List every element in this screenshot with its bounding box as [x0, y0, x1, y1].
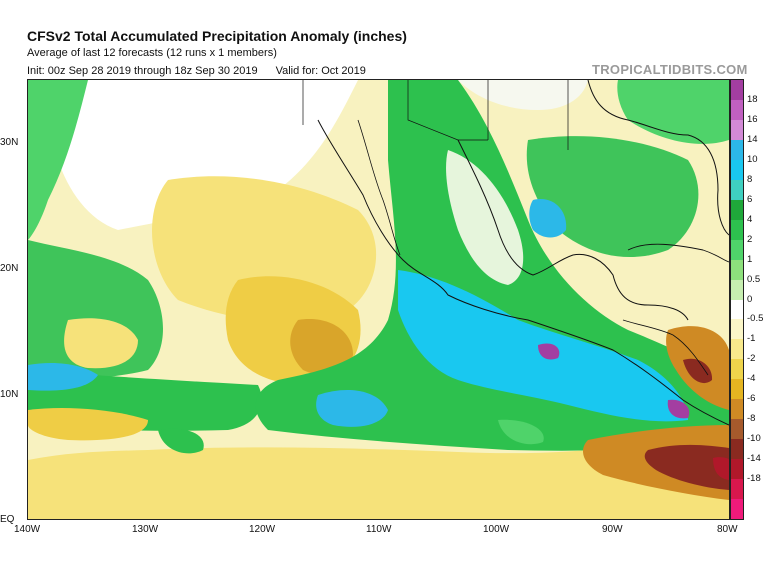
- colorbar-tick-label: 18: [747, 93, 758, 105]
- colorbar-swatch: [731, 419, 743, 440]
- heavy-wet-anomaly-region: [529, 199, 567, 238]
- colorbar-swatch: [731, 399, 743, 420]
- colorbar-tick-label: -4: [747, 373, 756, 385]
- map-subtitle: Average of last 12 forecasts (12 runs x …: [27, 47, 277, 59]
- colorbar-tick-label: -2: [747, 353, 756, 365]
- colorbar-swatch: [731, 359, 743, 380]
- colorbar-swatch: [731, 219, 743, 241]
- colorbar-swatch: [731, 119, 743, 141]
- wet-anomaly-region: [498, 419, 544, 445]
- heavy-wet-anomaly-region: [28, 363, 98, 391]
- colorbar-swatch: [731, 319, 743, 340]
- wet-anomaly-region: [526, 136, 699, 258]
- colorbar-swatch: [731, 80, 743, 101]
- colorbar-swatch: [731, 159, 743, 181]
- colorbar-tick-label: 14: [747, 133, 758, 145]
- colorbar-tick-label: -10: [747, 433, 761, 445]
- wet-anomaly-region: [28, 80, 88, 240]
- neutral-anomaly-region: [446, 150, 524, 285]
- colorbar-tick-label: -1: [747, 333, 756, 345]
- state-borders: [302, 80, 569, 150]
- colorbar-tick-label: 2: [747, 233, 753, 245]
- dry-anomaly-region: [28, 430, 729, 519]
- colorbar-tick-label: -6: [747, 393, 756, 405]
- dry-anomaly-region: [290, 319, 353, 375]
- cuba-coastline: [627, 243, 729, 263]
- colorbar-swatch: [731, 239, 743, 261]
- lon-label-110w: 110W: [366, 524, 392, 535]
- lat-label-30n: 30N: [0, 137, 19, 148]
- colorbar-swatch: [731, 299, 743, 320]
- neutral-anomaly-region: [458, 80, 588, 110]
- colorbar-tick-label: 8: [747, 173, 753, 185]
- colorbar-tick-label: -14: [747, 453, 761, 465]
- colorbar-tick-label: 1: [747, 253, 753, 265]
- heavy-wet-anomaly-region: [316, 390, 388, 427]
- lon-label-130w: 130W: [132, 524, 159, 535]
- colorbar-swatch: [731, 259, 743, 281]
- baja-california-coastline: [357, 119, 401, 256]
- lat-label-eq: EQ: [0, 514, 15, 525]
- dry-anomaly-region: [151, 176, 377, 321]
- colorbar-swatch: [731, 499, 743, 520]
- extreme-dry-anomaly-region: [713, 457, 729, 480]
- lon-label-100w: 100W: [483, 524, 510, 535]
- colorbar-swatch: [731, 279, 743, 300]
- gulf-of-mexico-coastline: [457, 139, 689, 321]
- us-gulf-coastline: [587, 80, 729, 236]
- pacific-coastline: [317, 119, 729, 426]
- dry-anomaly-region: [28, 408, 148, 441]
- colorbar-swatch: [731, 139, 743, 161]
- lon-label-120w: 120W: [249, 524, 276, 535]
- very-dry-anomaly-region: [644, 444, 729, 490]
- precipitation-anomaly-map: [27, 79, 730, 520]
- colorbar-swatch: [731, 439, 743, 460]
- colorbar-tick-label: 16: [747, 113, 758, 125]
- lon-label-140w: 140W: [14, 524, 41, 535]
- colorbar-tick-label: 10: [747, 153, 758, 165]
- colorbar-swatch: [731, 479, 743, 500]
- source-watermark[interactable]: TROPICALTIDBITS.COM: [592, 62, 748, 77]
- colorbar-tick-label: 0.5: [747, 273, 761, 285]
- colorbar-swatch: [731, 339, 743, 360]
- very-dry-anomaly-region: [683, 358, 713, 384]
- wet-anomaly-region: [617, 80, 729, 144]
- colorbar-tick-label: -0.5: [747, 313, 764, 325]
- central-america-coastline: [622, 319, 709, 376]
- colorbar-swatch: [731, 379, 743, 400]
- init-time: Init: 00z Sep 28 2019 through 18z Sep 30…: [27, 65, 258, 77]
- colorbar-tick-label: 6: [747, 193, 753, 205]
- lon-label-90w: 90W: [602, 524, 623, 535]
- colorbar-swatch: [731, 99, 743, 121]
- lat-label-10n: 10N: [0, 389, 19, 400]
- map-canvas: [28, 80, 729, 519]
- lat-label-20n: 20N: [0, 263, 19, 274]
- extreme-wet-anomaly-point: [667, 399, 690, 419]
- colorbar-tick-label: -18: [747, 473, 761, 485]
- valid-time: Valid for: Oct 2019: [275, 65, 366, 77]
- dry-anomaly-region: [64, 318, 138, 369]
- map-run-info: Init: 00z Sep 28 2019 through 18z Sep 30…: [27, 65, 384, 77]
- colorbar-tick-label: 4: [747, 213, 753, 225]
- neutral-anomaly-region: [58, 80, 358, 230]
- map-title: CFSv2 Total Accumulated Precipitation An…: [27, 28, 407, 44]
- lon-label-80w: 80W: [717, 524, 738, 535]
- colorbar-swatch: [731, 459, 743, 480]
- wet-anomaly-region: [158, 428, 204, 454]
- colorbar-tick-label: 0: [747, 293, 753, 305]
- colorbar-swatch: [731, 199, 743, 221]
- colorbar: [730, 79, 744, 520]
- colorbar-swatch: [731, 179, 743, 201]
- colorbar-tick-label: -8: [747, 413, 756, 425]
- extreme-wet-anomaly-point: [538, 343, 560, 360]
